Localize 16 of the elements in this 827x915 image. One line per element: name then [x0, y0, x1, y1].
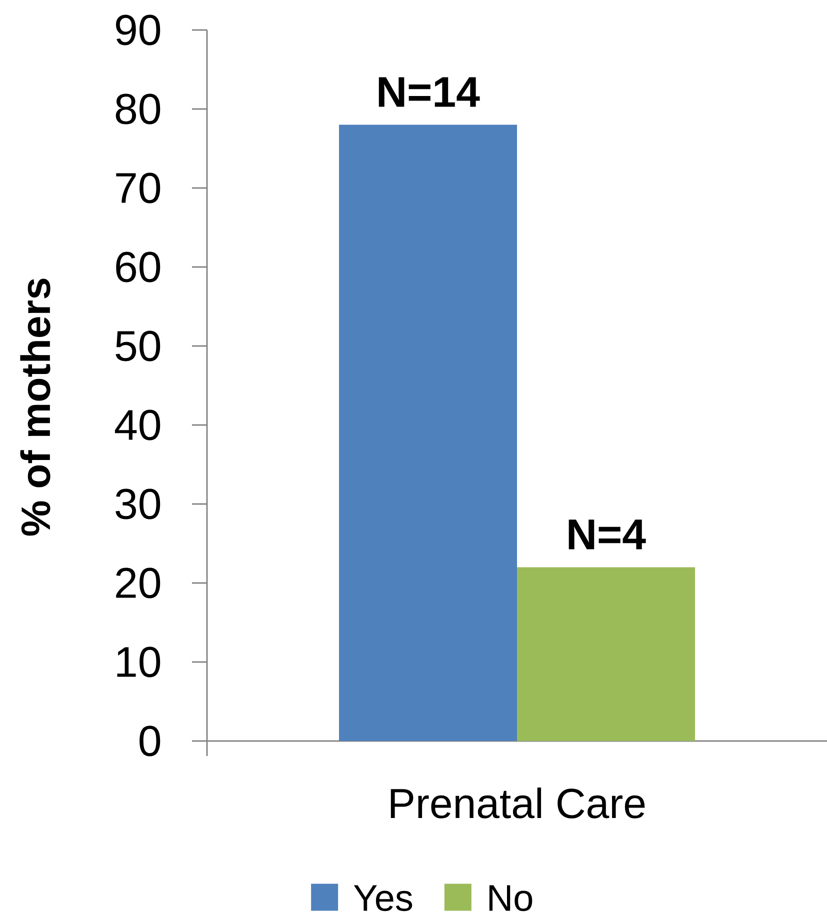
annotation: N=14	[378, 77, 480, 107]
y-tick-label: 50	[116, 330, 160, 362]
y-tick-label: 0	[140, 726, 160, 756]
y-tick-label: 40	[114, 410, 160, 440]
y-tick-label: 10	[117, 646, 160, 678]
legend-label: No	[489, 885, 532, 912]
y-tick-label: 60	[116, 252, 160, 282]
y-tick-label: 90	[116, 14, 160, 46]
y-tick-label: 30	[116, 488, 160, 520]
y-tick-label: 80	[116, 94, 160, 124]
y-tick-label: 70	[116, 172, 160, 204]
legend-label: Yes	[354, 885, 412, 912]
annotation: N=4	[568, 520, 646, 550]
y-axis-title: % of mothers	[20, 278, 50, 536]
y-tick-label: 20	[116, 568, 160, 598]
x-tick-label: Prenatal Care	[390, 788, 645, 818]
